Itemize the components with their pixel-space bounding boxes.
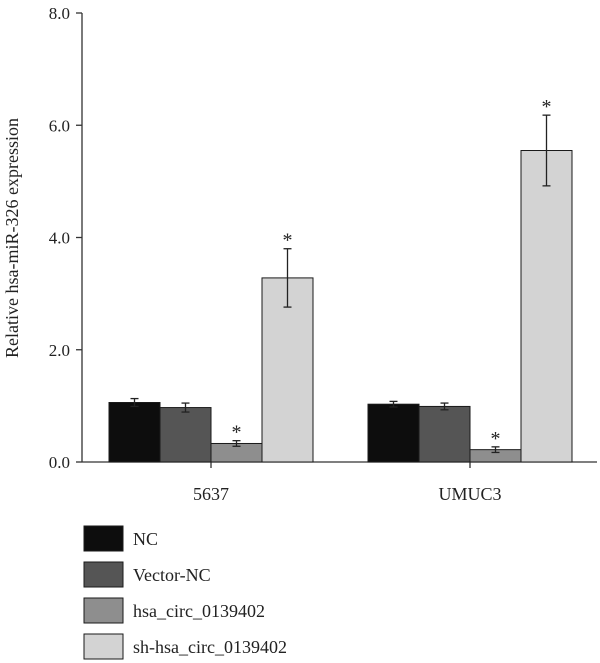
y-tick-label: 0.0 — [49, 453, 70, 472]
bar — [520, 150, 573, 463]
legend-swatch — [83, 597, 124, 624]
bar — [418, 405, 471, 463]
significance-star: * — [491, 428, 501, 450]
legend-swatch — [83, 633, 124, 660]
bar — [159, 407, 212, 463]
x-tick-label: UMUC3 — [438, 484, 501, 504]
significance-star: * — [283, 230, 293, 252]
legend: NC Vector-NC hsa_circ_0139402 sh-hsa_circ_0… — [83, 525, 287, 660]
x-tick-label: 5637 — [193, 484, 229, 504]
bar — [108, 402, 161, 463]
bar — [367, 403, 420, 463]
significance-star: * — [542, 96, 552, 118]
significance-star: * — [232, 422, 242, 444]
legend-label: NC — [133, 529, 158, 549]
y-tick-label: 8.0 — [49, 4, 70, 23]
bar-series: * * * * — [108, 96, 573, 463]
y-tick-label: 2.0 — [49, 341, 70, 360]
y-tick-label: 4.0 — [49, 229, 70, 248]
legend-swatch — [83, 525, 124, 552]
y-axis-title: Relative hsa-miR-326 expression — [2, 118, 22, 358]
legend-label: hsa_circ_0139402 — [133, 601, 265, 621]
y-tick-label: 6.0 — [49, 116, 70, 135]
legend-swatch — [83, 561, 124, 588]
legend-label: Vector-NC — [133, 565, 211, 585]
legend-label: sh-hsa_circ_0139402 — [133, 637, 287, 657]
